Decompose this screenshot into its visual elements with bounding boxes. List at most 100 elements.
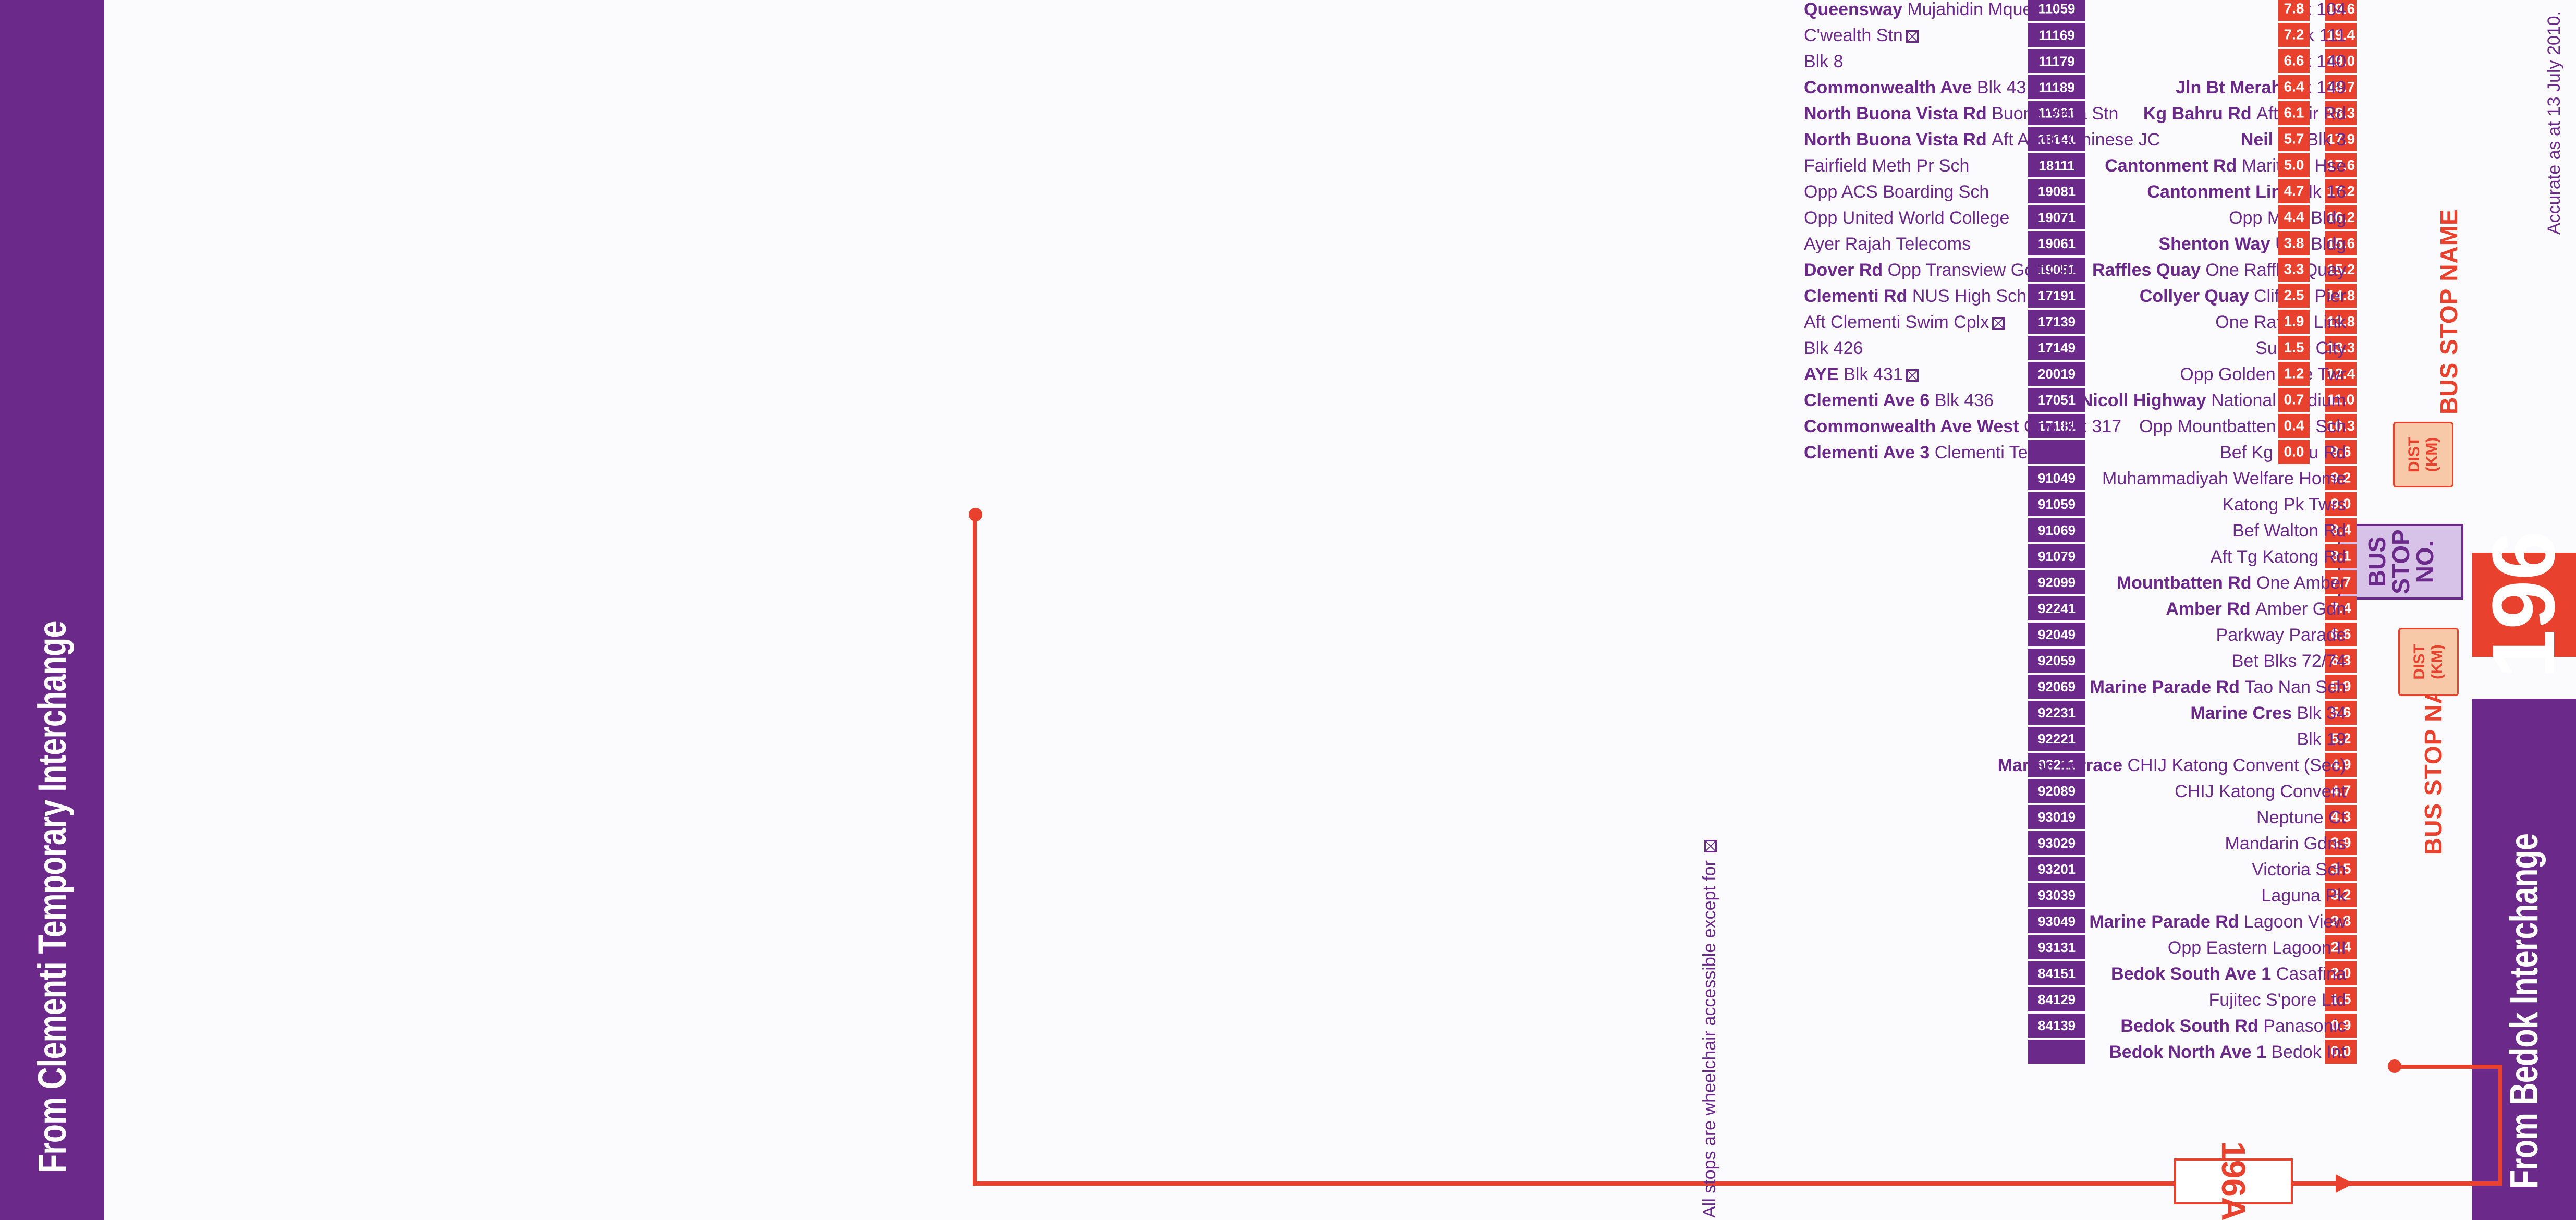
clementi-stop-name: Clementi Rd NUS High Sch bbox=[1804, 286, 2273, 307]
clementi-stop-row: 11059 7.8 Queensway Mujahidin Mque bbox=[0, 0, 2576, 21]
accuracy-note: Accurate as at 13 July 2010. bbox=[2544, 11, 2565, 235]
bedok-stop-name-text: Tao Nan Sch bbox=[2244, 677, 2346, 697]
clementi-stop-road: Clementi Ave 6 bbox=[1804, 391, 1935, 410]
bedok-stop-name-text: Bef Walton Rd bbox=[2232, 521, 2346, 541]
bedok-stop-row: 92089 4.7 CHIJ Katong Convent bbox=[0, 779, 2576, 803]
bedok-stop-road: Amber Rd bbox=[2166, 599, 2256, 619]
clementi-stop-row: 19051 3.3 Dover Rd Opp Transview Golf Club bbox=[0, 258, 2576, 282]
clementi-stop-distance: 6.4 bbox=[2278, 75, 2310, 99]
clementi-stop-row: 11179 6.6 Blk 8 bbox=[0, 49, 2576, 73]
bedok-stop-name-text: CHIJ Katong Convent bbox=[2175, 782, 2346, 801]
clementi-stop-name-text: Clementi Temp Int bbox=[1934, 443, 2078, 462]
clementi-stop-distance-text: 0.7 bbox=[2284, 392, 2304, 408]
clementi-stop-row: 17139 1.9 Aft Clementi Swim Cplx bbox=[0, 310, 2576, 334]
clementi-stop-distance-text: 1.2 bbox=[2284, 365, 2304, 382]
route-line-bottom bbox=[2498, 1065, 2502, 1186]
bedok-stop-name-text: Katong Pk Twrs bbox=[2222, 495, 2347, 515]
clementi-stop-name: Fairfield Meth Pr Sch bbox=[1804, 155, 2273, 176]
clementi-stop-distance-text: 7.8 bbox=[2284, 1, 2304, 17]
clementi-stop-name-text: Opp Blk 317 bbox=[2023, 417, 2122, 436]
bedok-stop-name: Marine Terrace CHIJ Katong Convent (Sec) bbox=[1877, 755, 2346, 776]
route-arrow-lower bbox=[2336, 1174, 2353, 1193]
clementi-stop-row: 17191 2.5 Clementi Rd NUS High Sch bbox=[0, 284, 2576, 308]
clementi-stop-name: C'wealth Stn bbox=[1804, 25, 2273, 46]
clementi-stop-distance: 0.0 bbox=[2278, 440, 2310, 464]
clementi-stop-road: Clementi Ave 3 bbox=[1804, 443, 1935, 462]
bedok-stop-road: Marine Cres bbox=[2190, 703, 2297, 723]
clementi-stop-distance: 3.3 bbox=[2278, 258, 2310, 282]
bedok-stop-name: Bedok South Ave 1 Casafina bbox=[1877, 963, 2346, 984]
clementi-stop-name: North Buona Vista Rd Buona Vista Stn bbox=[1804, 103, 2273, 124]
bedok-stop-road: Bedok South Rd bbox=[2120, 1016, 2264, 1036]
clementi-stop-name: Clementi Ave 3 Clementi Temp Int bbox=[1804, 442, 2273, 463]
bedok-stop-name-text: Neptune Ct bbox=[2256, 808, 2346, 827]
clementi-stop-row: 18141 5.7 North Buona Vista Rd Aft Anglo-C… bbox=[0, 127, 2576, 151]
clementi-stop-distance-text: 5.7 bbox=[2284, 131, 2304, 147]
bedok-stop-name-text: One Amber bbox=[2256, 573, 2346, 593]
clementi-stop-name: Aft Clementi Swim Cplx bbox=[1804, 312, 2273, 333]
bedok-stop-name: Marine Cres Blk 34 bbox=[1877, 703, 2346, 724]
clementi-stop-row: 18111 5.0 Fairfield Meth Pr Sch bbox=[0, 153, 2576, 177]
clementi-stop-name: Blk 8 bbox=[1804, 51, 2273, 72]
clementi-stop-distance-text: 6.6 bbox=[2284, 53, 2304, 69]
clementi-stop-name-text: Blk 436 bbox=[1934, 391, 1994, 410]
clementi-stop-distance: 7.8 bbox=[2278, 0, 2310, 21]
clementi-stop-road: AYE bbox=[1804, 364, 1844, 384]
bedok-stop-name: Mandarin Gdns bbox=[1877, 833, 2346, 854]
clementi-stop-name-text: Aft Anglo-Chinese JC bbox=[1992, 130, 2160, 150]
clementi-stop-name: Opp United World College bbox=[1804, 208, 2273, 228]
bedok-stop-row: 93019 4.3 Neptune Ct bbox=[0, 805, 2576, 829]
bedok-stop-row: 92059 6.3 Bet Blks 72/74 bbox=[0, 649, 2576, 673]
bedok-stop-name: Laguna Pk bbox=[1877, 885, 2346, 906]
clementi-stop-road: Commonwealth Ave bbox=[1804, 78, 1977, 97]
bedok-stop-row: 93131 2.4 Opp Eastern Lagoon II bbox=[0, 935, 2576, 959]
clementi-stop-row: 19081 4.7 Opp ACS Boarding Sch bbox=[0, 179, 2576, 203]
bedok-stop-row: 91079 8.1 Aft Tg Katong Rd bbox=[0, 544, 2576, 568]
clementi-stop-distance: 3.8 bbox=[2278, 231, 2310, 255]
clementi-stop-road: North Buona Vista Rd bbox=[1804, 130, 1992, 150]
bedok-stop-name-text: Blk 34 bbox=[2297, 703, 2347, 723]
clementi-stop-road: Clementi Rd bbox=[1804, 286, 1912, 306]
clementi-stop-road: Dover Rd bbox=[1804, 260, 1888, 280]
bedok-stop-name-text: Opp Eastern Lagoon II bbox=[2167, 938, 2346, 958]
bedok-stop-row: 92231 5.6 Marine Cres Blk 34 bbox=[0, 701, 2576, 725]
clementi-stop-distance: 5.7 bbox=[2278, 127, 2310, 151]
bedok-stop-name: Aft Tg Katong Rd bbox=[1877, 546, 2346, 567]
bedok-stop-row: 84151 2.0 Bedok South Ave 1 Casafina bbox=[0, 961, 2576, 985]
clementi-stop-row: 11189 6.4 Commonwealth Ave Blk 43 bbox=[0, 75, 2576, 99]
clementi-stop-name-text: Blk 431 bbox=[1844, 364, 1903, 384]
bedok-stop-row: 92099 7.7 Mountbatten Rd One Amber bbox=[0, 570, 2576, 594]
clementi-stop-name-text: Buona Vista Stn bbox=[1992, 104, 2119, 124]
bedok-stop-name-text: Fujitec S'pore Ltd bbox=[2208, 990, 2346, 1010]
wheelchair-footnote: All stops are wheelchair accessible exce… bbox=[1700, 839, 1720, 1218]
clementi-stop-distance-text: 1.5 bbox=[2284, 339, 2304, 356]
bedok-stop-name-text: Bet Blks 72/74 bbox=[2231, 651, 2346, 671]
clementi-stop-name-text: C'wealth Stn bbox=[1804, 26, 1903, 45]
bedok-stop-name: Bet Blks 72/74 bbox=[1877, 651, 2346, 672]
clementi-stop-distance: 4.4 bbox=[2278, 205, 2310, 229]
bedok-stop-name-text: Victoria Sch bbox=[2252, 860, 2346, 880]
branch-196a-label: 196A bbox=[2215, 1141, 2252, 1220]
bedok-stop-name-text: Lagoon View bbox=[2244, 912, 2346, 932]
clementi-stop-row: 17051 0.7 Clementi Ave 6 Blk 436 bbox=[0, 388, 2576, 412]
clementi-stop-name: Commonwealth Ave Blk 43 bbox=[1804, 77, 2273, 98]
clementi-stop-name-text: Blk 8 bbox=[1804, 52, 1844, 71]
bedok-stop-name: Katong Pk Twrs bbox=[1877, 494, 2347, 515]
not-wheelchair-accessible-icon bbox=[1906, 369, 1919, 382]
clementi-stop-distance-text: 6.4 bbox=[2284, 79, 2304, 95]
bedok-stop-name-text: CHIJ Katong Convent (Sec) bbox=[2127, 755, 2346, 775]
clementi-stop-distance-text: 1.9 bbox=[2284, 313, 2304, 330]
clementi-stop-name-text: Fairfield Meth Pr Sch bbox=[1804, 156, 1970, 176]
bedok-stop-name: Bedok South Rd Panasonic bbox=[1877, 1016, 2346, 1036]
clementi-stop-distance-text: 5.0 bbox=[2284, 157, 2304, 173]
bedok-stop-name: Victoria Sch bbox=[1877, 859, 2346, 880]
branch-196a-tag: 196A bbox=[2174, 1142, 2293, 1220]
clementi-stop-name-text: Opp ACS Boarding Sch bbox=[1804, 182, 1989, 202]
clementi-stop-row: 11361 6.1 North Buona Vista Rd Buona Vista… bbox=[0, 101, 2576, 125]
clementi-stop-distance-text: 4.4 bbox=[2284, 209, 2304, 225]
clementi-stop-name: North Buona Vista Rd Aft Anglo-Chinese J… bbox=[1804, 129, 2273, 150]
bedok-stop-row: 92241 7.4 Amber Rd Amber Gdn bbox=[0, 596, 2576, 620]
clementi-stop-name-text: Mujahidin Mque bbox=[1907, 0, 2033, 19]
clementi-stop-row: 17181 0.4 Commonwealth Ave West Opp Blk 31… bbox=[0, 414, 2576, 438]
bedok-stop-name-text: Laguna Pk bbox=[2261, 886, 2346, 906]
